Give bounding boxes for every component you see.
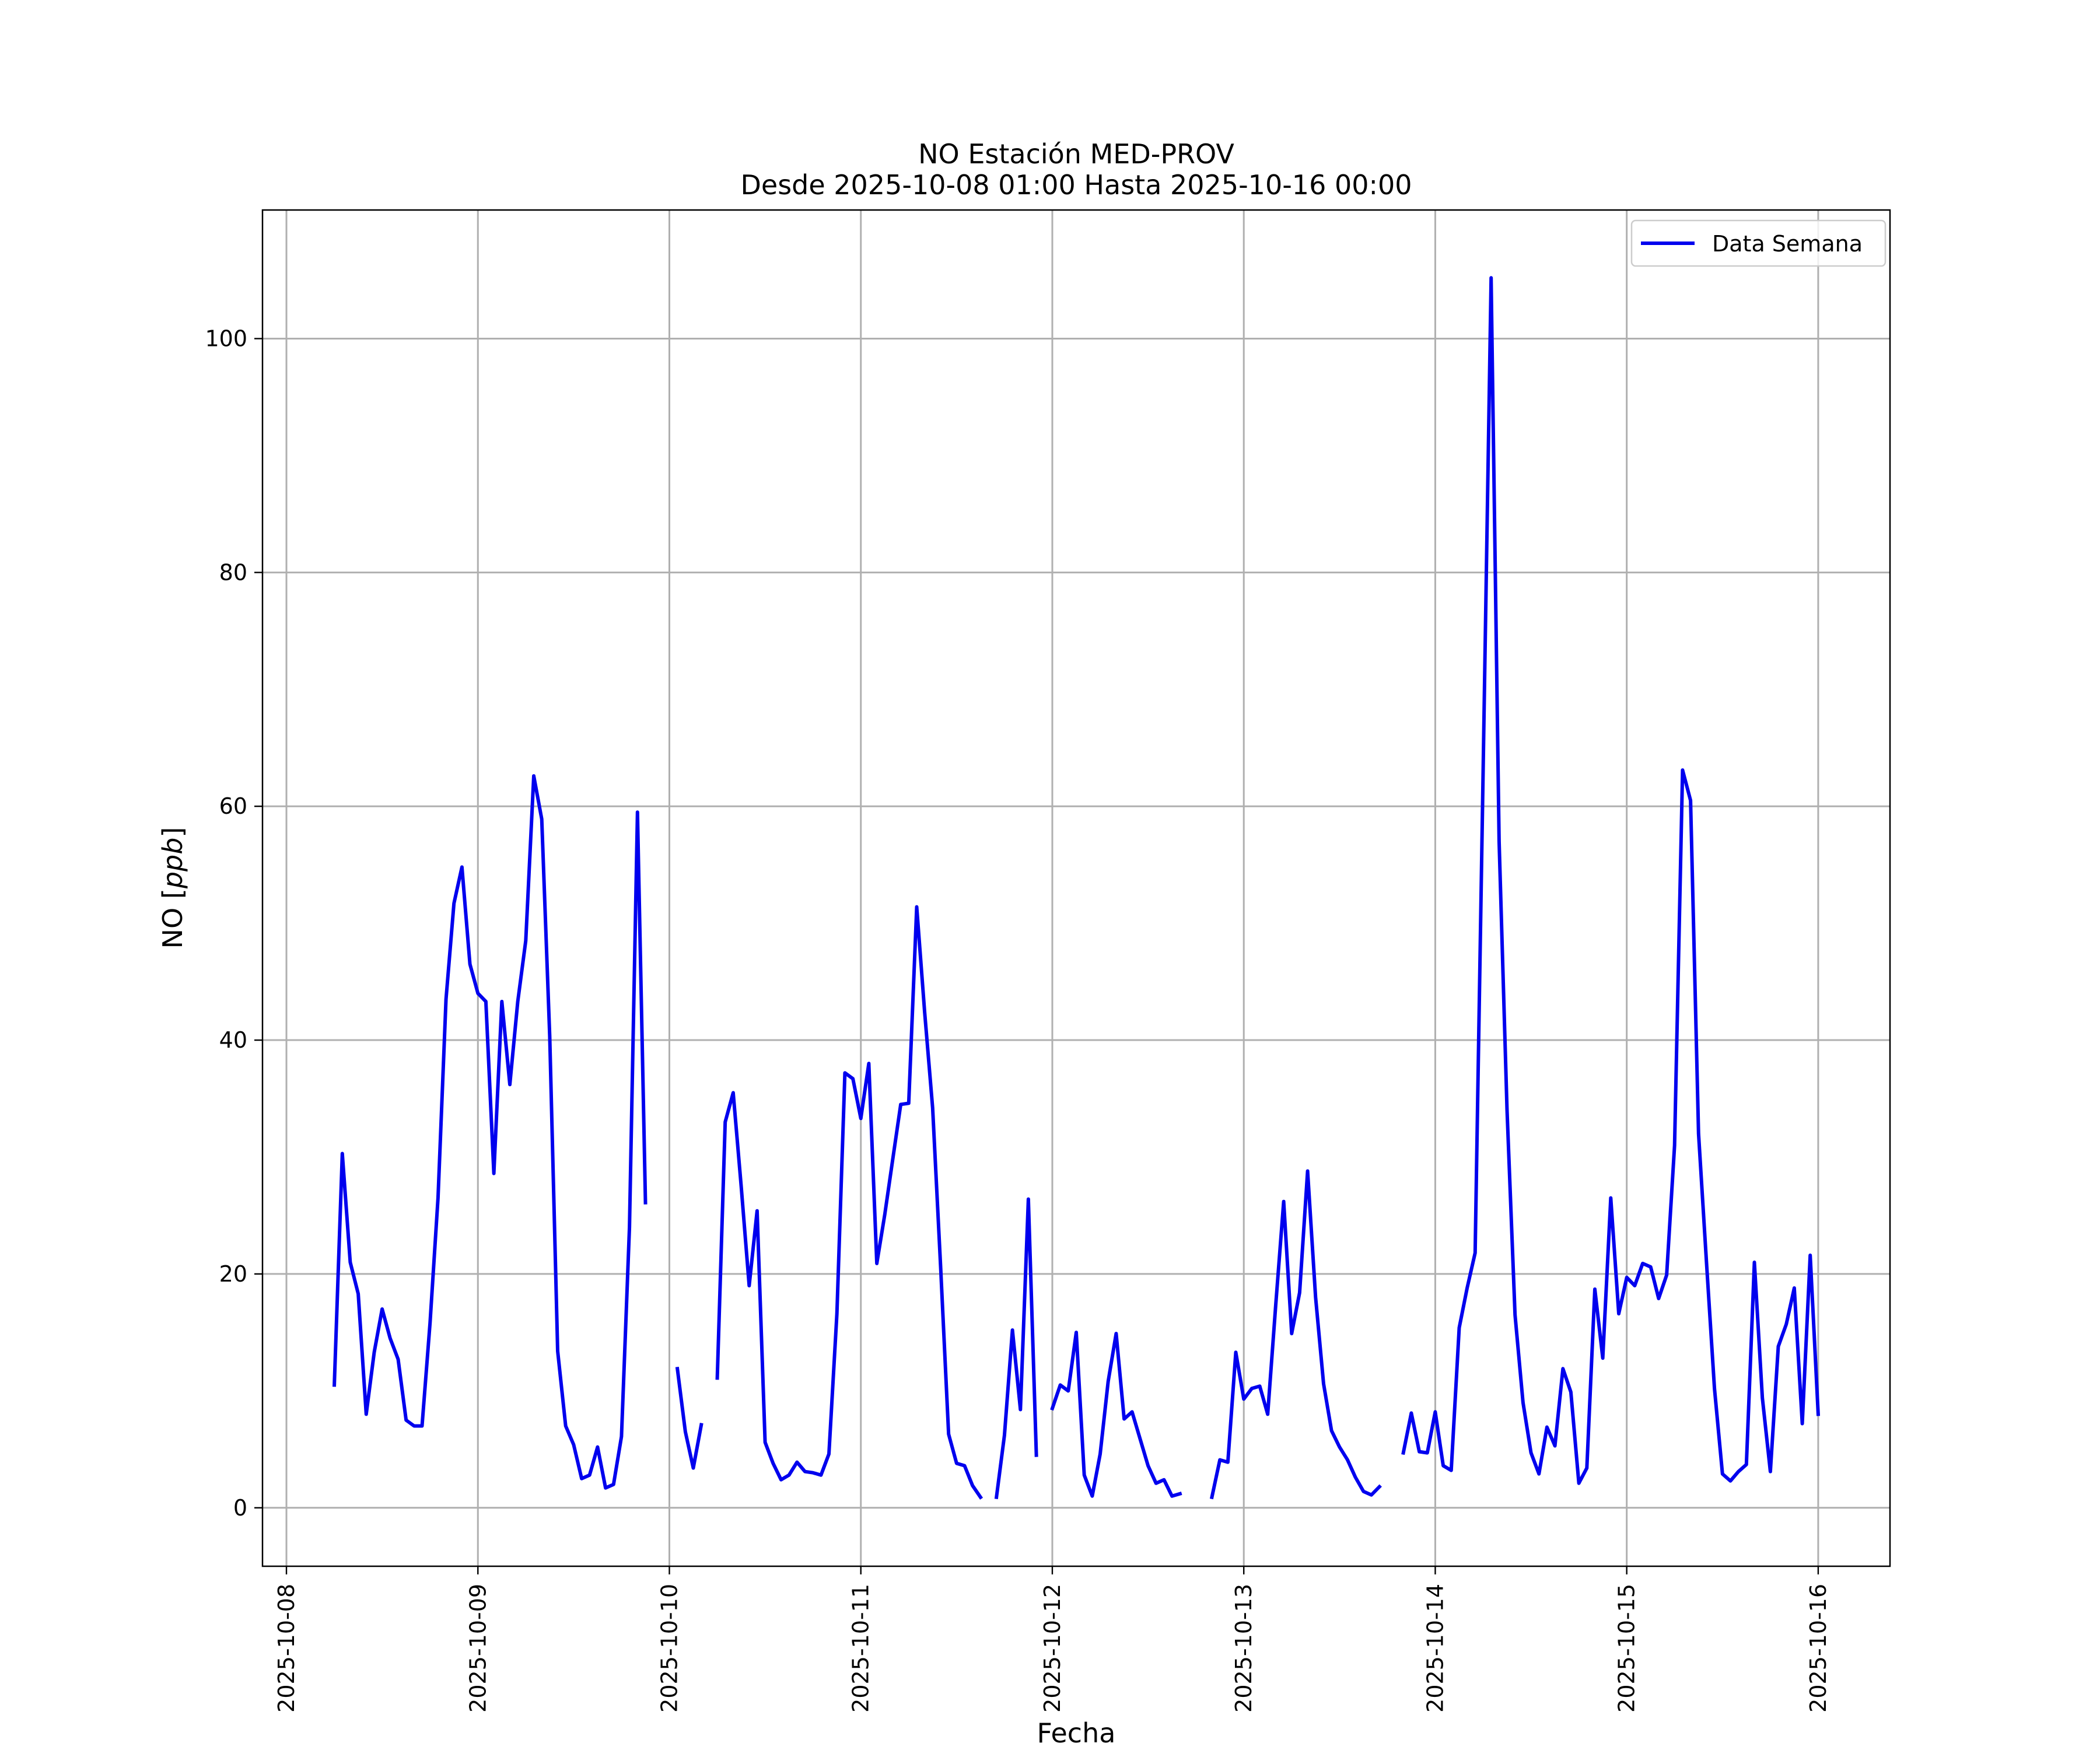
- plot-frame: [261, 209, 1891, 1567]
- y-tick-label: 0: [233, 1495, 247, 1521]
- y-axis-ticks: 0 20 40 60 80 100: [205, 326, 262, 1521]
- y-tick-label: 80: [219, 559, 247, 585]
- legend-box: [1630, 219, 1887, 267]
- x-tick-label: 2025-10-14: [1422, 1584, 1448, 1713]
- y-axis-label: NO [ppb]: [157, 827, 188, 949]
- series-line-segment: [675, 1366, 704, 1470]
- y-tick-label: 20: [219, 1261, 247, 1287]
- x-tick-label: 2025-10-10: [657, 1584, 682, 1713]
- x-axis-label: Fecha: [1037, 1717, 1116, 1749]
- series-line-segment: [715, 905, 984, 1500]
- y-axis-label-unit: ppb: [157, 838, 188, 890]
- y-axis-label-open: [: [157, 888, 188, 899]
- grid-lines: [262, 210, 1890, 1566]
- y-axis-label-prefix: NO: [157, 899, 188, 949]
- x-tick-label: 2025-10-08: [274, 1584, 299, 1713]
- series-line-segment: [994, 1197, 1038, 1500]
- chart-title: NO Estación MED-PROV: [918, 138, 1234, 170]
- series-line-segment: [1050, 1331, 1182, 1498]
- y-axis-label-close: ]: [157, 827, 188, 838]
- y-tick-label: 60: [219, 793, 247, 819]
- legend-label-data-semana: Data Semana: [1712, 231, 1863, 257]
- series-lines: [332, 276, 1821, 1500]
- x-axis-ticks: 2025-10-08 2025-10-09 2025-10-10 2025-10-11…: [274, 1566, 1831, 1713]
- legend: Data Semana: [1630, 219, 1887, 267]
- x-tick-label: 2025-10-11: [848, 1584, 874, 1713]
- series-line-segment: [1209, 1169, 1382, 1500]
- x-tick-label: 2025-10-12: [1040, 1584, 1065, 1713]
- series-line-segment: [332, 774, 648, 1490]
- x-tick-label: 2025-10-13: [1231, 1584, 1256, 1713]
- chart-subtitle: Desde 2025-10-08 01:00 Hasta 2025-10-16 …: [740, 169, 1412, 201]
- y-tick-label: 100: [205, 326, 247, 351]
- y-tick-label: 40: [219, 1027, 247, 1053]
- series-line-segment: [1401, 276, 1821, 1485]
- x-tick-label: 2025-10-16: [1805, 1584, 1831, 1713]
- x-tick-label: 2025-10-15: [1614, 1584, 1640, 1713]
- x-tick-label: 2025-10-09: [465, 1584, 491, 1713]
